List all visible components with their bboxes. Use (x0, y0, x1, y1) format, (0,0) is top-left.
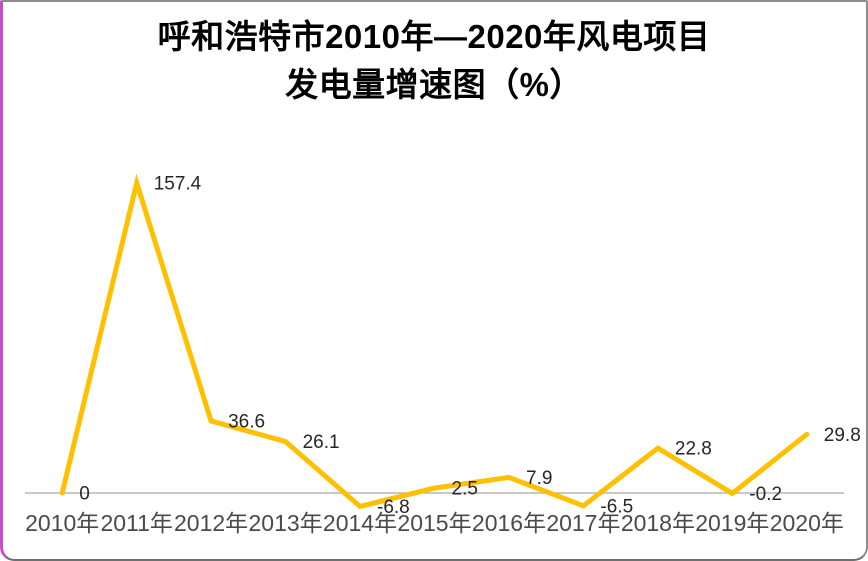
x-axis-tick-label: 2014年 (323, 510, 397, 536)
data-point-label: 7.9 (526, 468, 552, 489)
x-axis-tick-label: 2020年 (770, 510, 844, 536)
x-axis-tick-label: 2018年 (621, 510, 695, 536)
data-point-label: 26.1 (303, 432, 340, 453)
data-point-label: 157.4 (154, 174, 202, 195)
data-point-label: 2.5 (452, 479, 478, 500)
data-point-label: -0.2 (749, 484, 782, 505)
x-axis-tick-label: 2012年 (174, 510, 248, 536)
x-axis-tick-label: 2013年 (249, 510, 323, 536)
x-axis-tick-label: 2010年 (25, 510, 99, 536)
growth-rate-line (59, 173, 810, 510)
x-axis-tick-label: 2017年 (546, 510, 620, 536)
x-axis-tick-label: 2015年 (397, 510, 471, 536)
data-point-label: -6.8 (377, 497, 410, 518)
data-point-label: 22.8 (675, 439, 712, 460)
x-axis-tick-label: 2016年 (472, 510, 546, 536)
data-point-label: 29.8 (824, 425, 861, 446)
chart-title-line-2: 发电量增速图（%） (285, 66, 583, 103)
data-point-label: -6.5 (600, 496, 633, 517)
x-axis-tick-label: 2011年 (100, 510, 172, 536)
chart-title-line-1: 呼和浩特市2010年—2020年风电项目 (157, 18, 711, 55)
data-point-label: 0 (79, 484, 90, 505)
chart-title: 呼和浩特市2010年—2020年风电项目 发电量增速图（%） (0, 13, 868, 109)
x-axis-tick-label: 2019年 (695, 510, 769, 536)
data-point-label: 36.6 (228, 411, 265, 432)
